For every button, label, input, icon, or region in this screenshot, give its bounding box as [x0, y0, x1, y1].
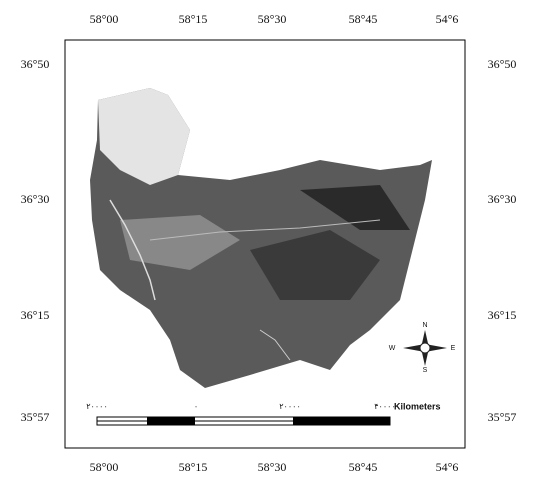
bottom-coordinate: 58°15 [179, 460, 208, 474]
right-coordinate: 36°15 [488, 308, 517, 322]
bottom-coordinate: 58°45 [349, 460, 378, 474]
top-coordinate: 58°30 [258, 12, 287, 26]
top-coordinate: 58°15 [179, 12, 208, 26]
scale-bar [96, 416, 391, 426]
top-coordinate: 58°45 [349, 12, 378, 26]
top-coordinate: 58°00 [90, 12, 119, 26]
bottom-coordinate: 58°00 [90, 460, 119, 474]
left-coordinate: 36°15 [21, 308, 50, 322]
compass-north: N [422, 322, 427, 329]
scale-label: ۰ [194, 402, 198, 411]
river [109, 199, 156, 301]
bottom-coordinate: 58°30 [258, 460, 287, 474]
scale-label: ۲۰۰۰۰ [86, 402, 107, 411]
compass-south: S [423, 367, 428, 374]
left-coordinate: 35°57 [21, 410, 50, 424]
dark-area [300, 185, 410, 230]
study-area [90, 88, 432, 388]
compass-west: W [389, 345, 396, 352]
dark-area [250, 230, 380, 300]
compass-east: E [451, 345, 456, 352]
left-coordinate: 36°50 [21, 57, 50, 71]
river [259, 329, 291, 361]
scale-label: ۴۰۰۰۰ [374, 402, 395, 411]
right-coordinate: 35°57 [488, 410, 517, 424]
top-coordinate: 54°6 [436, 12, 459, 26]
compass [403, 330, 447, 366]
river [149, 219, 381, 241]
scale-label: ۲۰۰۰۰ [279, 402, 300, 411]
bare-area [98, 88, 190, 185]
bottom-coordinate: 54°6 [436, 460, 459, 474]
left-coordinate: 36°30 [21, 192, 50, 206]
right-coordinate: 36°30 [488, 192, 517, 206]
scale-unit: Kilometers [394, 401, 441, 411]
light-area [120, 215, 240, 270]
right-coordinate: 36°50 [488, 57, 517, 71]
